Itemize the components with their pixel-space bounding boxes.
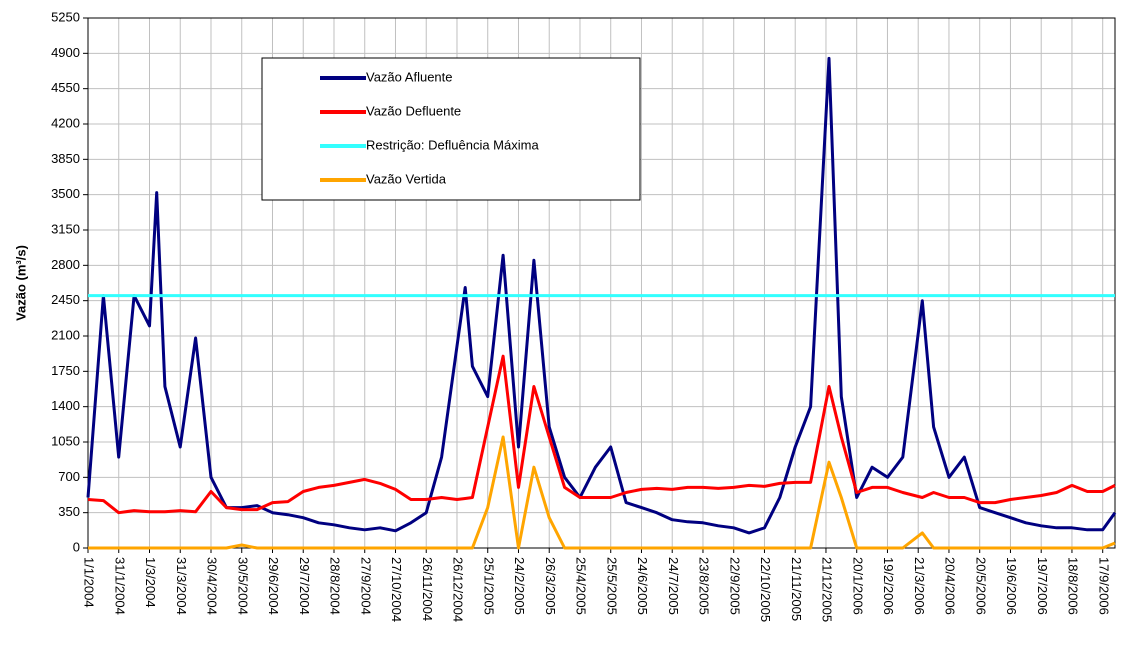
x-tick-label: 29/6/2004 (266, 557, 281, 615)
y-tick-label: 1050 (51, 433, 80, 448)
x-tick-label: 30/4/2004 (205, 557, 220, 615)
y-tick-label: 700 (58, 469, 80, 484)
x-tick-label: 29/7/2004 (297, 557, 312, 615)
y-tick-label: 1400 (51, 398, 80, 413)
y-tick-label: 1750 (51, 363, 80, 378)
y-tick-label: 2450 (51, 292, 80, 307)
y-tick-label: 2800 (51, 257, 80, 272)
x-tick-label: 20/5/2006 (973, 557, 988, 615)
series-line (87, 354, 1116, 515)
x-tick-label: 25/5/2005 (604, 557, 619, 615)
legend-label: Vazão Defluente (366, 103, 461, 118)
y-tick-label: 4900 (51, 45, 80, 60)
x-tick-label: 1/3/2004 (143, 557, 158, 608)
x-tick-label: 1/1/2004 (82, 557, 97, 608)
x-tick-label: 21/12/2005 (820, 557, 835, 622)
x-tick-label: 22/10/2005 (758, 557, 773, 622)
y-tick-label: 3850 (51, 151, 80, 166)
x-tick-label: 27/9/2004 (358, 557, 373, 615)
x-tick-label: 19/2/2006 (881, 557, 896, 615)
x-tick-label: 27/10/2004 (389, 557, 404, 622)
x-tick-label: 19/6/2006 (1004, 557, 1019, 615)
x-tick-label: 24/6/2005 (635, 557, 650, 615)
x-tick-label: 20/4/2006 (943, 557, 958, 615)
x-tick-label: 24/2/2005 (512, 557, 527, 615)
x-tick-label: 17/9/2006 (1096, 557, 1111, 615)
y-tick-label: 3500 (51, 186, 80, 201)
y-tick-label: 0 (73, 539, 80, 554)
y-tick-label: 350 (58, 504, 80, 519)
y-tick-label: 2100 (51, 327, 80, 342)
x-tick-label: 21/11/2005 (789, 557, 804, 621)
legend-box (261, 57, 641, 201)
series-line (86, 56, 1117, 535)
x-tick-label: 31/3/2004 (174, 557, 189, 615)
legend-label: Vazão Afluente (366, 69, 453, 84)
x-tick-label: 26/11/2004 (420, 557, 435, 621)
x-tick-label: 26/12/2004 (451, 557, 466, 622)
x-tick-label: 23/8/2005 (697, 557, 712, 615)
legend-label: Restrição: Defluência Máxima (366, 137, 539, 152)
x-tick-label: 22/9/2005 (727, 557, 742, 615)
x-tick-label: 24/7/2005 (666, 557, 681, 615)
x-tick-label: 31/1/2004 (112, 557, 127, 615)
x-tick-label: 20/1/2006 (850, 557, 865, 615)
x-tick-label: 19/7/2006 (1035, 557, 1050, 615)
y-tick-label: 5250 (51, 9, 80, 24)
x-tick-label: 26/3/2005 (543, 557, 558, 615)
x-tick-label: 21/3/2006 (912, 557, 927, 615)
x-tick-label: 28/8/2004 (328, 557, 343, 615)
x-tick-label: 25/4/2005 (574, 557, 589, 615)
x-tick-label: 18/8/2006 (1066, 557, 1081, 615)
x-tick-label: 25/1/2005 (481, 557, 496, 615)
y-tick-label: 4550 (51, 80, 80, 95)
y-axis-label: Vazão (m³/s) (13, 245, 28, 321)
y-tick-label: 3150 (51, 221, 80, 236)
y-tick-label: 4200 (51, 115, 80, 130)
series-line (88, 435, 1116, 550)
x-tick-label: 30/5/2004 (235, 557, 250, 615)
legend-label: Vazão Vertida (366, 171, 447, 186)
